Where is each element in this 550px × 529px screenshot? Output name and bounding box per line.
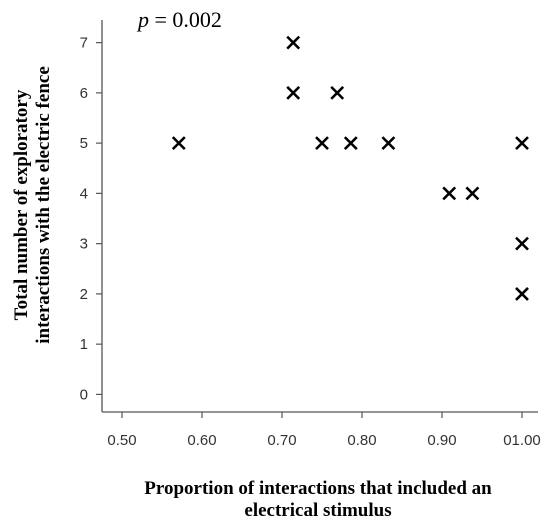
data-point-x-marker [515,286,529,301]
data-point-x-marker [381,136,396,151]
data-point-x-marker [343,136,358,151]
data-points [171,35,529,301]
marker-stroke [515,236,529,251]
y-tick-label: 6 [80,85,88,102]
p-value-annotation: p = 0.002 [136,7,222,32]
data-point-x-marker [515,236,529,251]
y-tick-label: 3 [80,236,88,253]
axes: 0 1 2 3 4 5 6 7 0.50 0.60 0.70 0.80 0.90 01.00 [80,20,541,449]
marker-stroke [442,186,457,201]
y-tick-label: 2 [80,286,88,303]
data-point-x-marker [515,136,529,151]
x-tick-label: 0.70 [267,432,296,449]
y-axis-title-line-2: interactions with the electric fence [33,66,54,344]
data-point-x-marker [286,35,301,50]
p-value-text: = 0.002 [149,7,222,32]
marker-stroke [515,286,529,301]
data-point-x-marker [315,136,329,151]
marker-stroke [171,136,186,151]
data-point-x-marker [171,136,186,151]
x-axis-title-line-1: Proportion of interactions that included… [144,478,492,499]
y-tick-label: 5 [80,135,88,152]
x-tick-label: 0.90 [427,432,456,449]
x-tick-label: 0.80 [347,432,376,449]
y-tick-label: 1 [80,336,88,353]
data-point-x-marker [286,85,301,100]
marker-stroke [315,136,329,151]
marker-stroke [286,35,301,50]
x-tick-label: 0.50 [107,432,136,449]
marker-stroke [515,136,529,151]
y-tick-label: 4 [80,185,88,202]
marker-stroke [286,85,301,100]
y-tick-label: 0 [80,386,88,403]
data-point-x-marker [442,186,457,201]
marker-stroke [330,85,345,100]
y-tick-label: 7 [80,35,88,52]
p-symbol: p [136,7,149,32]
data-point-x-marker [330,85,345,100]
x-axis-title-line-2: electrical stimulus [244,500,391,521]
marker-stroke [381,136,396,151]
data-point-x-marker [465,186,480,201]
x-tick-label: 01.00 [503,432,541,449]
y-axis-title-line-1: Total number of exploratory [11,89,32,320]
x-tick-label: 0.60 [187,432,216,449]
marker-stroke [465,186,480,201]
marker-stroke [343,136,358,151]
